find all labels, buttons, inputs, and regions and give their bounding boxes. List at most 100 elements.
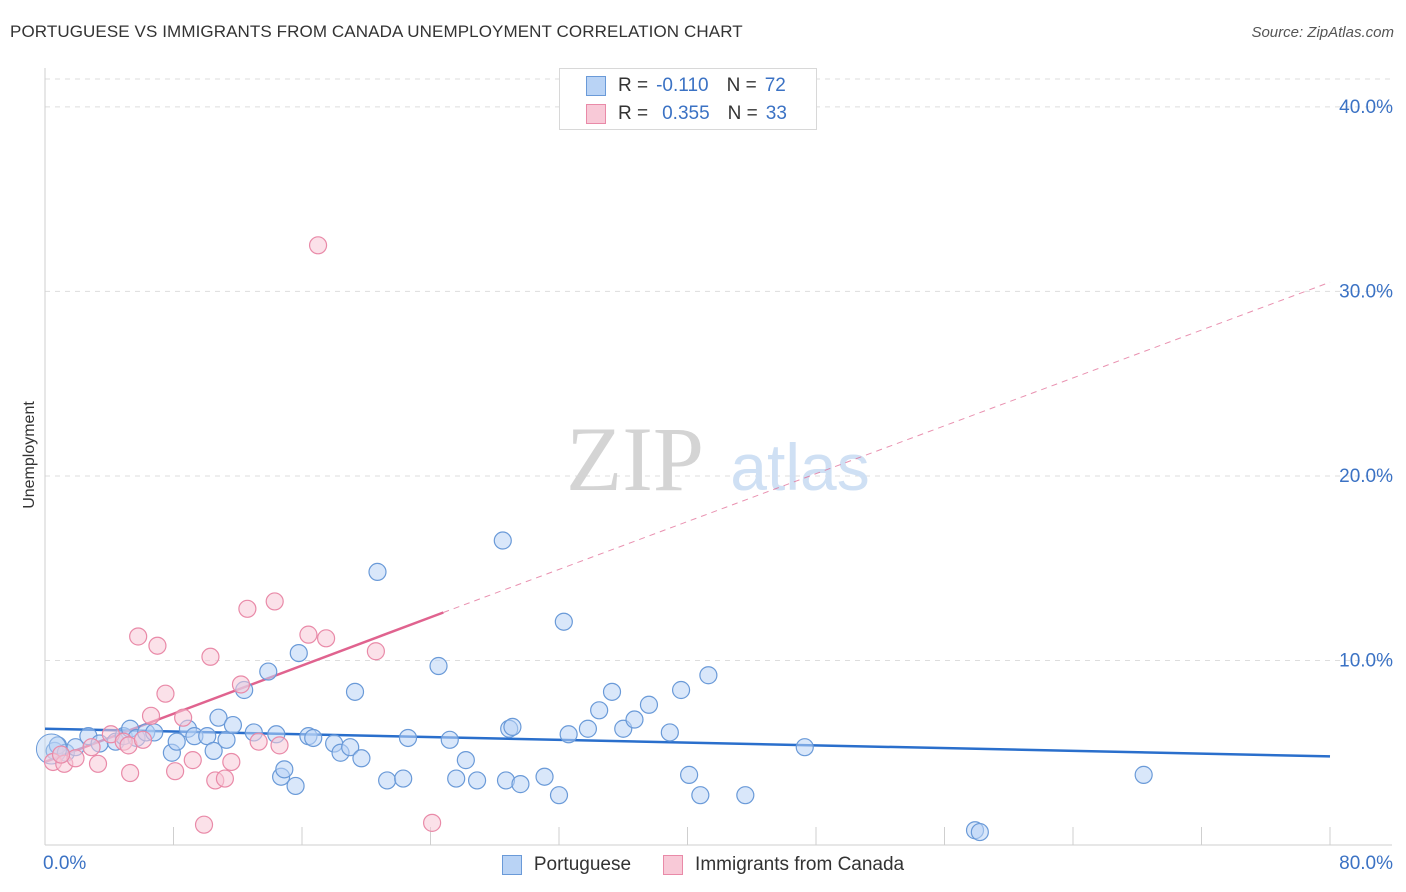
immigrants-from-canada-point xyxy=(51,745,71,764)
portuguese-point xyxy=(345,682,365,701)
portuguese-point xyxy=(456,751,475,770)
immigrants-from-canada-point xyxy=(141,706,161,725)
watermark-zip: ZIP xyxy=(566,408,704,510)
y-tick-label: 20.0% xyxy=(1339,466,1393,487)
immigrants-from-canada-point xyxy=(249,732,268,751)
legend-item-portuguese[interactable]: Portuguese xyxy=(501,854,632,876)
portuguese-point xyxy=(398,728,418,748)
portuguese-point xyxy=(691,786,710,805)
immigrants-from-canada-point xyxy=(215,769,234,788)
legend-item-immigrants-from-canada[interactable]: Immigrants from Canada xyxy=(663,854,904,876)
immigrants-from-canada-point xyxy=(238,599,257,618)
immigrants-from-canada-point xyxy=(194,815,214,834)
portuguese-point xyxy=(639,695,659,714)
x-tick-label-max: 80.0% xyxy=(1339,853,1393,874)
trend-line-extension-immigrants-from-canada xyxy=(443,281,1331,613)
stats-legend-row-canada: R = 0.355 N = 33 xyxy=(586,101,787,127)
r-value: -0.110 xyxy=(656,75,709,96)
portuguese-point xyxy=(286,776,305,796)
portuguese-point xyxy=(602,682,622,701)
n-value: 33 xyxy=(765,103,787,124)
portuguese-point xyxy=(554,612,573,631)
immigrants-from-canada-point xyxy=(121,763,140,783)
portuguese-point xyxy=(559,725,578,744)
legend-swatch-pink xyxy=(586,104,606,124)
portuguese-point xyxy=(736,786,755,805)
chart-title: PORTUGUESE VS IMMIGRANTS FROM CANADA UNE… xyxy=(10,22,743,41)
portuguese-point xyxy=(429,656,448,676)
n-value: 72 xyxy=(764,75,786,96)
portuguese-point xyxy=(223,715,243,735)
portuguese-point xyxy=(341,738,360,757)
immigrants-from-canada-point xyxy=(265,592,284,611)
portuguese-point xyxy=(493,531,512,550)
n-label: N = xyxy=(726,75,757,96)
immigrants-from-canada-point xyxy=(201,647,220,666)
immigrants-from-canada-point xyxy=(174,708,193,727)
immigrants-from-canada-point xyxy=(308,236,328,255)
legend-label-portuguese: Portuguese xyxy=(533,854,632,875)
portuguese-point xyxy=(680,765,699,784)
legend-swatch-pink xyxy=(663,855,684,875)
y-tick-label: 30.0% xyxy=(1339,281,1393,302)
immigrants-from-canada-point xyxy=(270,736,289,755)
portuguese-point xyxy=(467,771,487,790)
portuguese-point xyxy=(204,741,223,760)
portuguese-point xyxy=(970,822,989,842)
portuguese-point xyxy=(795,738,814,757)
portuguese-point xyxy=(394,769,413,788)
n-label: N = xyxy=(727,103,758,124)
legend-swatch-blue xyxy=(586,76,606,96)
immigrants-from-canada-point xyxy=(88,754,108,773)
stats-legend: R = -0.110 N = 72 R = 0.355 N = 33 xyxy=(559,68,817,130)
r-value: 0.355 xyxy=(662,103,710,124)
source-label: Source: ZipAtlas.com xyxy=(1251,24,1394,41)
immigrants-from-canada-point xyxy=(82,738,101,757)
portuguese-point xyxy=(1134,765,1153,784)
immigrants-from-canada-point xyxy=(166,762,185,781)
portuguese-point xyxy=(209,708,228,727)
r-label: R = xyxy=(618,75,649,96)
portuguese-point xyxy=(578,719,598,738)
portuguese-point xyxy=(503,717,522,737)
portuguese-point xyxy=(352,749,371,768)
portuguese-point xyxy=(660,723,679,742)
immigrants-from-canada-point xyxy=(366,642,385,661)
stats-legend-row-portuguese: R = -0.110 N = 72 xyxy=(586,73,786,99)
legend-label-immigrants-from-canada: Immigrants from Canada xyxy=(695,854,905,875)
portuguese-point xyxy=(671,680,691,700)
portuguese-point xyxy=(275,760,294,779)
portuguese-point xyxy=(535,767,554,786)
immigrants-from-canada-point xyxy=(133,730,153,749)
immigrants-from-canada-point xyxy=(222,752,241,772)
portuguese-point xyxy=(289,643,308,663)
portuguese-point xyxy=(304,728,323,748)
portuguese-point xyxy=(590,701,609,720)
immigrants-from-canada-point xyxy=(156,684,175,703)
series-immigrants-from-canada xyxy=(43,236,442,834)
portuguese-point xyxy=(368,562,387,582)
series-portuguese xyxy=(35,531,1153,842)
watermark: ZIP atlas xyxy=(566,408,870,510)
grid-lines xyxy=(45,78,1392,661)
portuguese-point xyxy=(447,769,466,788)
immigrants-from-canada-point xyxy=(231,675,251,694)
portuguese-point xyxy=(549,786,569,805)
immigrants-from-canada-point xyxy=(299,625,318,644)
immigrants-from-canada-point xyxy=(183,751,202,770)
bottom-legend: Portuguese Immigrants from Canada xyxy=(0,852,1406,878)
immigrants-from-canada-point xyxy=(316,629,336,648)
portuguese-point xyxy=(625,710,644,729)
y-tick-label: 40.0% xyxy=(1339,97,1393,118)
immigrants-from-canada-point xyxy=(129,627,148,646)
portuguese-point xyxy=(378,771,397,790)
portuguese-point xyxy=(699,666,718,685)
portuguese-point xyxy=(440,730,459,749)
portuguese-point xyxy=(511,775,530,794)
watermark-atlas: atlas xyxy=(730,430,869,504)
x-tick-label-min: 0.0% xyxy=(43,853,86,874)
immigrants-from-canada-point xyxy=(148,636,167,655)
trend-line-portuguese xyxy=(44,727,1331,758)
immigrants-from-canada-point xyxy=(423,813,442,832)
